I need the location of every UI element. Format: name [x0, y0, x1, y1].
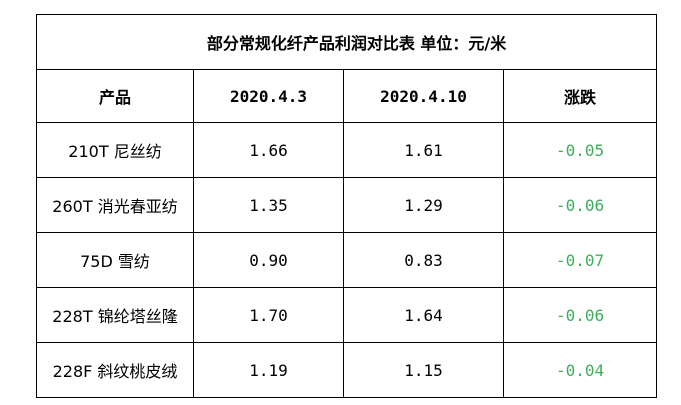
cell-date-2-value: 1.61 — [343, 122, 504, 178]
cell-product: 210T 尼丝纺 — [36, 122, 194, 178]
header-date-2: 2020.4.10 — [343, 69, 504, 123]
table-row: 228T 锦纶塔丝隆 1.70 1.64 -0.06 — [36, 287, 658, 343]
table-row: 260T 消光春亚纺 1.35 1.29 -0.06 — [36, 177, 658, 233]
cell-date-2-value: 1.29 — [343, 177, 504, 233]
cell-date-2-value: 0.83 — [343, 232, 504, 288]
header-date-1: 2020.4.3 — [193, 69, 344, 123]
change-value: -0.06 — [555, 195, 605, 215]
profit-comparison-table: 部分常规化纤产品利润对比表 单位：元/米 产品 2020.4.3 2020.4.… — [35, 14, 658, 398]
cell-product: 228T 锦纶塔丝隆 — [36, 287, 194, 343]
table-row: 210T 尼丝纺 1.66 1.61 -0.05 — [36, 122, 658, 178]
header-change: 涨跌 — [502, 69, 658, 123]
table-title: 部分常规化纤产品利润对比表 单位：元/米 — [35, 14, 658, 70]
cell-change: -0.06 — [502, 177, 658, 233]
cell-date-1-value: 1.66 — [193, 122, 344, 178]
change-value: -0.06 — [555, 305, 605, 325]
cell-date-1-value: 1.35 — [193, 177, 344, 233]
table-row: 75D 雪纺 0.90 0.83 -0.07 — [36, 232, 658, 288]
cell-product: 75D 雪纺 — [36, 232, 194, 288]
cell-date-2-value: 1.15 — [343, 342, 504, 398]
table-title-row: 部分常规化纤产品利润对比表 单位：元/米 — [35, 14, 658, 70]
change-value: -0.07 — [555, 250, 605, 270]
cell-change: -0.04 — [502, 342, 658, 398]
cell-date-1-value: 0.90 — [193, 232, 344, 288]
header-product: 产品 — [36, 69, 194, 123]
cell-date-2-value: 1.64 — [343, 287, 504, 343]
change-value: -0.04 — [555, 360, 605, 380]
cell-change: -0.06 — [502, 287, 658, 343]
table-header-row: 产品 2020.4.3 2020.4.10 涨跌 — [36, 69, 658, 123]
cell-date-1-value: 1.19 — [193, 342, 344, 398]
cell-product: 260T 消光春亚纺 — [36, 177, 194, 233]
profit-comparison-table-container: 部分常规化纤产品利润对比表 单位：元/米 产品 2020.4.3 2020.4.… — [35, 14, 658, 398]
table-row: 228F 斜纹桃皮绒 1.19 1.15 -0.04 — [36, 342, 658, 398]
cell-change: -0.07 — [502, 232, 658, 288]
cell-product: 228F 斜纹桃皮绒 — [36, 342, 194, 398]
change-value: -0.05 — [555, 140, 605, 160]
cell-date-1-value: 1.70 — [193, 287, 344, 343]
cell-change: -0.05 — [502, 122, 658, 178]
